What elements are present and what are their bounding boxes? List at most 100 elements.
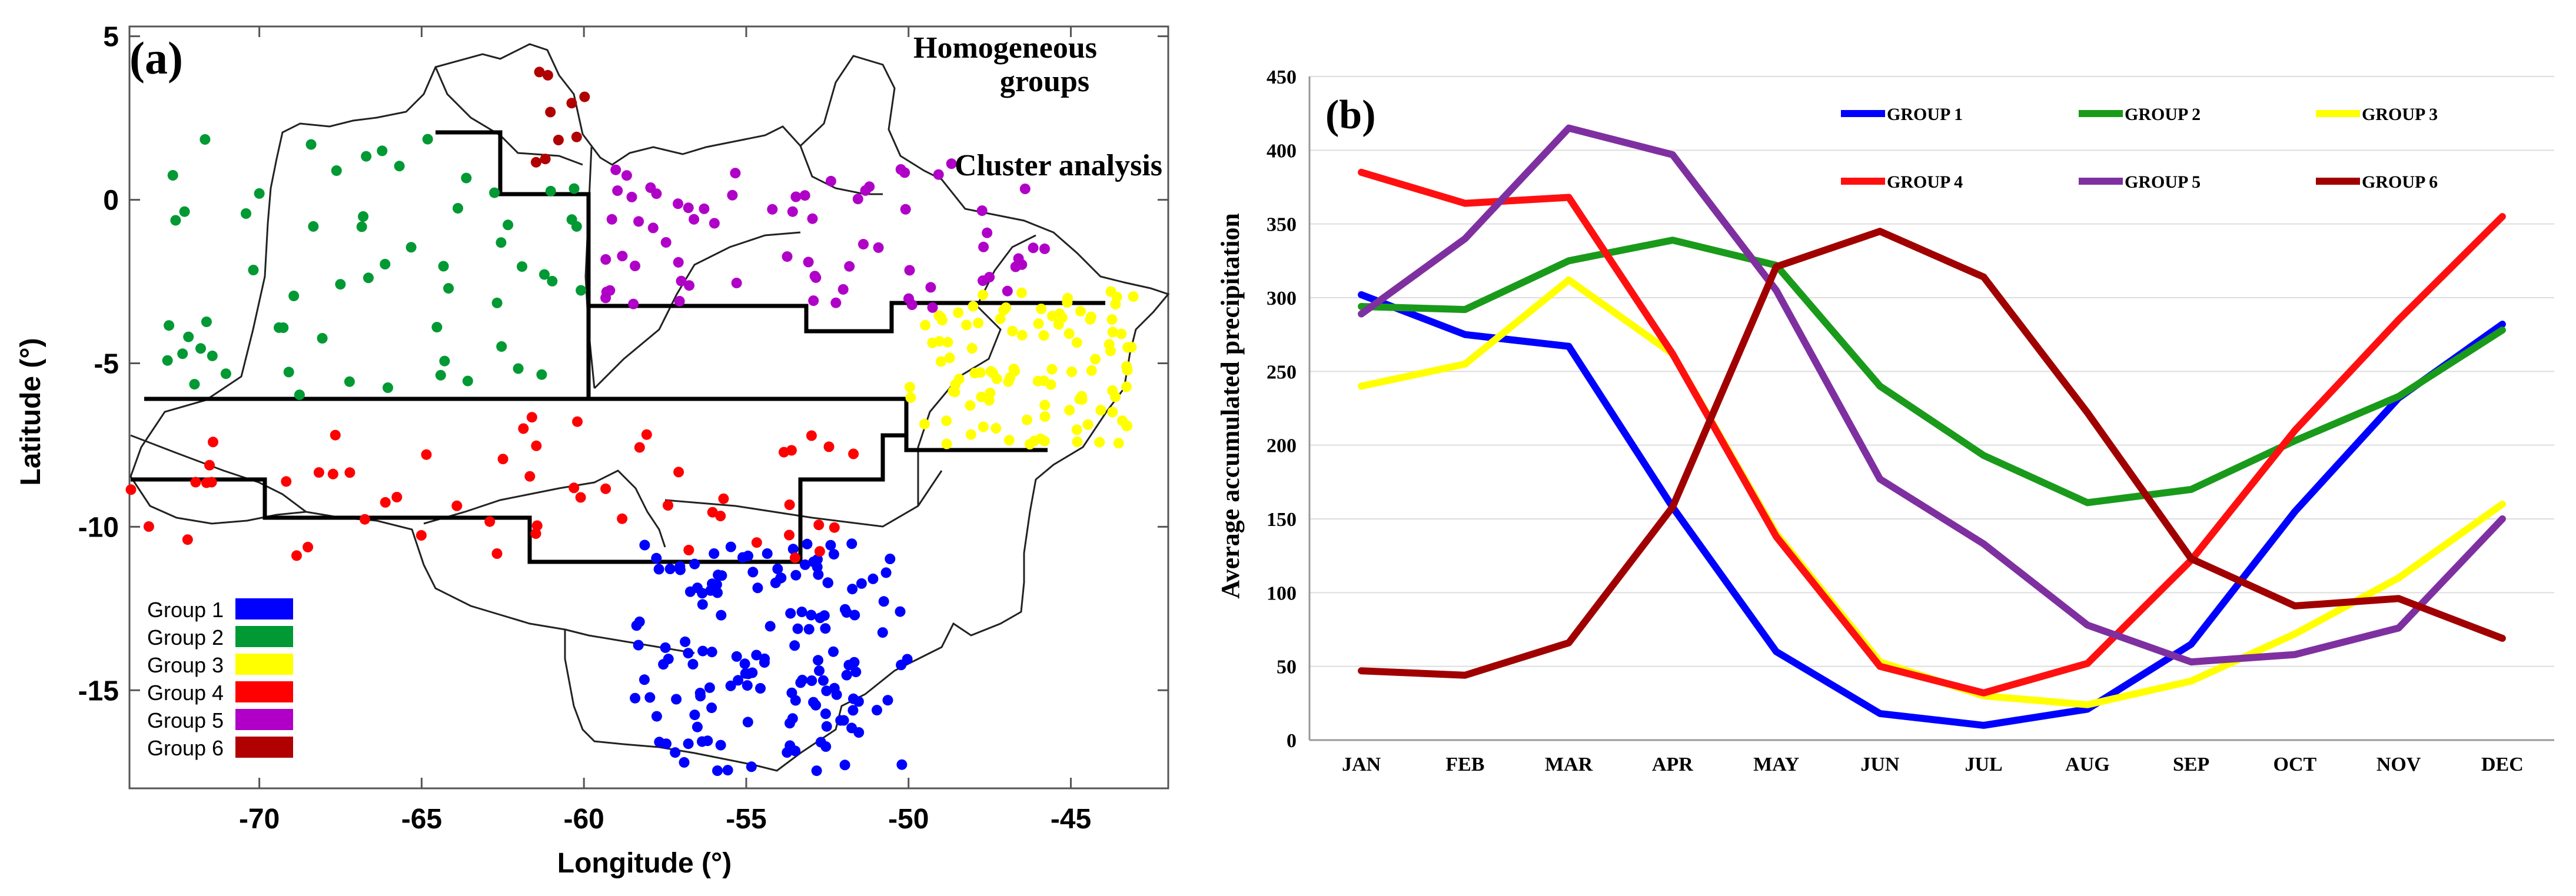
panel-b-chart: 0 50 100 150 200 250 300 350 400 450 JAN FEB MAR APR… bbox=[1216, 66, 2554, 775]
station-dot-group-4 bbox=[718, 493, 729, 504]
station-dot-group-1 bbox=[814, 665, 825, 677]
series-line-group-5 bbox=[1358, 124, 2506, 666]
station-dot-group-1 bbox=[707, 578, 717, 589]
station-dot-group-3 bbox=[1095, 405, 1106, 416]
station-dot-group-3 bbox=[1062, 292, 1073, 304]
station-dot-group-4 bbox=[416, 530, 427, 541]
station-dot-group-2 bbox=[164, 320, 175, 331]
station-dot-group-1 bbox=[838, 715, 849, 726]
map-x-tick-label: -45 bbox=[1051, 804, 1091, 835]
station-dot-group-1 bbox=[712, 765, 723, 776]
chart-x-tick-labels: JAN FEB MAR APR MAY JUN JUL AUG SEP OCT NOV DEC bbox=[1342, 754, 2524, 775]
station-dot-group-4 bbox=[518, 423, 529, 434]
state-border-tocantins bbox=[917, 234, 1036, 506]
station-dot-group-4 bbox=[641, 429, 652, 440]
station-dot-group-1 bbox=[731, 651, 742, 662]
chart-y-tick-label: 250 bbox=[1267, 361, 1297, 383]
station-dot-group-1 bbox=[683, 648, 694, 659]
station-dot-group-5 bbox=[984, 272, 995, 283]
station-dot-group-4 bbox=[814, 546, 825, 557]
station-dot-group-1 bbox=[792, 623, 803, 634]
station-dot-group-5 bbox=[946, 158, 957, 169]
station-dot-group-3 bbox=[1107, 385, 1118, 396]
station-dot-group-4 bbox=[789, 552, 800, 564]
station-dot-group-1 bbox=[674, 561, 686, 572]
station-dot-group-1 bbox=[880, 567, 892, 578]
map-legend: Group 1 Group 2 Group 3 Group 4 Group 5 Group… bbox=[147, 598, 293, 760]
station-dot-group-3 bbox=[978, 289, 988, 301]
station-dot-group-1 bbox=[725, 680, 736, 691]
state-border-amapa bbox=[799, 145, 883, 195]
map-legend-swatch bbox=[235, 598, 293, 619]
station-dot-group-1 bbox=[706, 702, 717, 714]
map-y-tick-labels: 5 0 -5 -10 -15 bbox=[78, 22, 119, 707]
station-dot-group-5 bbox=[808, 295, 819, 307]
chart-y-tick-label: 200 bbox=[1267, 435, 1297, 457]
station-dot-group-1 bbox=[661, 738, 672, 750]
station-dot-group-5 bbox=[628, 298, 639, 309]
station-dot-group-3 bbox=[965, 400, 976, 411]
station-dot-group-1 bbox=[762, 548, 773, 559]
station-dot-group-4 bbox=[327, 468, 338, 479]
station-dot-group-5 bbox=[731, 278, 742, 288]
map-legend-label: Group 1 bbox=[147, 598, 224, 622]
station-dot-group-3 bbox=[1003, 376, 1014, 387]
station-dot-group-4 bbox=[391, 492, 403, 502]
station-dot-group-1 bbox=[797, 674, 808, 685]
station-dot-group-5 bbox=[799, 190, 810, 201]
station-dot-group-1 bbox=[848, 693, 859, 704]
station-dot-group-3 bbox=[1094, 437, 1105, 448]
station-dot-group-3 bbox=[942, 337, 953, 348]
station-dot-group-3 bbox=[1039, 411, 1051, 422]
station-dot-group-5 bbox=[782, 251, 793, 262]
station-dot-group-3 bbox=[1036, 304, 1047, 315]
station-dot-group-3 bbox=[1106, 314, 1118, 325]
chart-legend-label: GROUP 5 bbox=[2125, 172, 2201, 192]
station-dot-group-2 bbox=[183, 331, 194, 342]
station-dot-group-1 bbox=[755, 683, 766, 694]
station-dot-group-5 bbox=[858, 239, 869, 250]
chart-x-tick-label: MAR bbox=[1545, 754, 1593, 775]
station-dot-group-3 bbox=[1045, 379, 1056, 390]
station-dot-group-4 bbox=[204, 459, 215, 471]
station-dot-group-2 bbox=[358, 211, 369, 222]
station-dot-group-2 bbox=[288, 291, 300, 301]
chart-x-tick-label: NOV bbox=[2376, 754, 2421, 775]
station-dot-group-5 bbox=[673, 198, 683, 209]
station-dot-group-1 bbox=[716, 609, 727, 621]
station-dot-group-2 bbox=[491, 297, 503, 308]
station-dot-group-1 bbox=[639, 539, 650, 551]
station-dot-group-3 bbox=[961, 319, 972, 331]
station-dot-group-4 bbox=[291, 550, 302, 561]
station-dot-group-1 bbox=[796, 607, 807, 618]
station-dot-group-5 bbox=[689, 214, 700, 225]
station-dot-group-3 bbox=[1086, 365, 1097, 376]
station-dot-group-1 bbox=[742, 680, 753, 691]
chart-x-tick-label: FEB bbox=[1445, 754, 1484, 775]
station-dot-group-1 bbox=[828, 646, 839, 657]
station-dot-group-1 bbox=[702, 735, 713, 747]
station-dot-group-2 bbox=[179, 206, 190, 217]
station-dot-group-3 bbox=[944, 352, 955, 364]
station-dot-group-4 bbox=[531, 520, 543, 531]
chart-series-lines bbox=[1358, 124, 2506, 729]
station-dot-group-2 bbox=[383, 382, 393, 393]
station-dot-group-5 bbox=[727, 189, 738, 201]
station-dot-group-3 bbox=[1033, 318, 1044, 329]
station-dot-group-6 bbox=[571, 131, 582, 142]
station-dot-group-5 bbox=[807, 213, 818, 224]
station-dot-group-2 bbox=[536, 369, 547, 380]
station-dot-group-1 bbox=[841, 669, 852, 681]
station-dot-group-3 bbox=[968, 301, 979, 312]
station-dot-group-1 bbox=[747, 667, 758, 678]
station-dot-group-1 bbox=[765, 621, 776, 632]
series-line-group-1 bbox=[1358, 291, 2506, 729]
station-dot-group-4 bbox=[683, 545, 694, 555]
station-dot-group-3 bbox=[1007, 325, 1018, 337]
station-dot-group-5 bbox=[933, 169, 944, 180]
station-dot-group-1 bbox=[679, 757, 690, 768]
station-dot-group-1 bbox=[704, 682, 715, 693]
station-dot-group-4 bbox=[125, 484, 137, 495]
station-dot-group-6 bbox=[540, 154, 551, 165]
station-dot-group-1 bbox=[770, 577, 781, 588]
